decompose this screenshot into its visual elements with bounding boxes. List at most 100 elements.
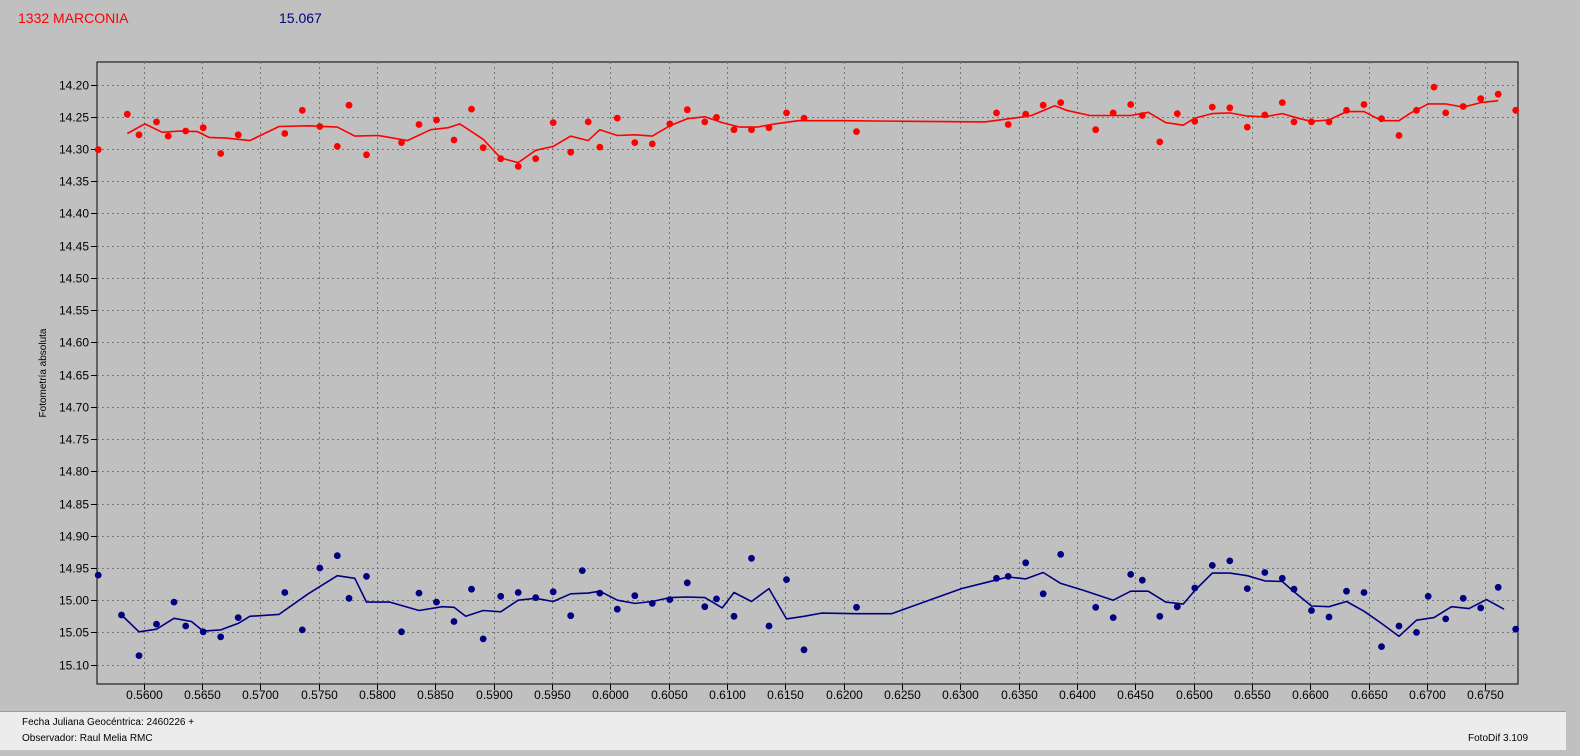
data-point (1494, 90, 1502, 98)
data-point (1430, 83, 1438, 91)
magnitude-label: 15.067 (279, 10, 322, 26)
y-tick-label: 14.45 (59, 240, 89, 254)
y-tick-label: 14.70 (59, 401, 89, 415)
x-tick-label: 0.6200 (826, 688, 863, 702)
data-point (345, 101, 353, 109)
y-tick-label: 15.10 (59, 659, 89, 673)
data-point (993, 574, 1000, 582)
y-tick-label: 15.00 (59, 594, 89, 608)
data-point (783, 109, 790, 117)
data-point (993, 109, 1000, 117)
data-point (1278, 99, 1286, 106)
data-point (532, 594, 540, 601)
x-tick-label: 0.6450 (1117, 688, 1154, 702)
data-point (1413, 106, 1420, 114)
data-point (1039, 590, 1047, 598)
data-point (1413, 629, 1420, 636)
data-point (1442, 109, 1450, 117)
data-point (234, 131, 242, 139)
y-axis-label: Fotometría absoluta (38, 328, 49, 417)
x-tick-label: 0.5700 (242, 688, 279, 702)
data-point (1290, 118, 1298, 126)
data-point (1459, 594, 1467, 602)
data-point (1109, 109, 1117, 117)
data-point (730, 612, 738, 620)
data-point (316, 564, 324, 572)
x-tick-label: 0.6600 (1292, 688, 1329, 702)
data-point (298, 626, 306, 634)
data-series (94, 83, 1520, 659)
data-point (1156, 612, 1164, 620)
data-point (217, 150, 225, 157)
data-point (596, 143, 604, 151)
data-point (199, 628, 207, 636)
data-point (631, 139, 639, 147)
x-tick-label: 0.5850 (417, 688, 454, 702)
data-point (1424, 592, 1432, 600)
x-axis: 0.5600 0.5650 0.5700 0.5750 0.5800 0.5850 0.59… (126, 684, 1504, 702)
x-tick-label: 0.6400 (1059, 688, 1096, 702)
data-point (217, 633, 225, 641)
data-point (1243, 123, 1251, 131)
data-point (730, 126, 738, 134)
x-tick-label: 0.5900 (476, 688, 513, 702)
data-point (153, 620, 160, 628)
data-point (1057, 551, 1065, 558)
data-point (363, 573, 370, 580)
data-point (1173, 603, 1181, 611)
data-point (333, 552, 341, 560)
data-point (123, 110, 131, 118)
data-point (1127, 101, 1135, 108)
x-tick-label: 0.6300 (942, 688, 979, 702)
status-footer: Fecha Juliana Geocéntrica: 2460226 + Obs… (0, 711, 1566, 750)
data-point (333, 143, 341, 150)
y-tick-label: 14.55 (59, 304, 89, 318)
data-point (713, 114, 720, 121)
data-point (1004, 573, 1012, 580)
data-point (497, 155, 505, 163)
x-tick-label: 0.5650 (184, 688, 221, 702)
object-name-label: 1332 MARCONIA (18, 10, 129, 26)
y-tick-label: 14.85 (59, 498, 89, 512)
data-point (153, 118, 160, 126)
x-tick-label: 0.6000 (592, 688, 629, 702)
grid (97, 62, 1518, 684)
data-point (549, 119, 557, 126)
y-tick-label: 14.20 (59, 79, 89, 93)
y-tick-label: 14.50 (59, 272, 89, 286)
data-point (1022, 559, 1030, 567)
data-point (532, 155, 540, 163)
data-point (631, 592, 639, 600)
data-point (1278, 574, 1286, 582)
data-point (170, 598, 178, 606)
data-point (316, 123, 324, 130)
data-point (567, 148, 575, 156)
data-point (182, 622, 190, 630)
x-tick-label: 0.6150 (767, 688, 804, 702)
data-point (748, 554, 755, 562)
data-point (648, 140, 656, 148)
data-point (1343, 106, 1350, 114)
x-tick-label: 0.6100 (709, 688, 746, 702)
data-point (199, 124, 207, 132)
julian-date-label: Fecha Juliana Geocéntrica: 2460226 + (22, 717, 195, 728)
data-point (1226, 557, 1234, 565)
x-tick-label: 0.6500 (1176, 688, 1213, 702)
data-point (648, 600, 656, 607)
data-point (514, 163, 522, 170)
data-point (1360, 589, 1368, 596)
data-point (1378, 115, 1385, 123)
data-point (1442, 615, 1450, 623)
data-point (1208, 562, 1216, 569)
x-tick-label: 0.5950 (534, 688, 571, 702)
data-point (1156, 138, 1164, 146)
data-point (1395, 132, 1403, 139)
data-point (281, 130, 289, 137)
data-point (479, 635, 487, 643)
data-point (1004, 121, 1012, 128)
data-point (1512, 625, 1520, 633)
y-tick-label: 14.80 (59, 465, 89, 479)
y-tick-label: 15.05 (59, 626, 89, 640)
photometry-chart: 14.20 14.25 14.30 14.35 14.40 14.45 14.50 14.55… (38, 61, 1520, 702)
data-point (1308, 118, 1315, 126)
